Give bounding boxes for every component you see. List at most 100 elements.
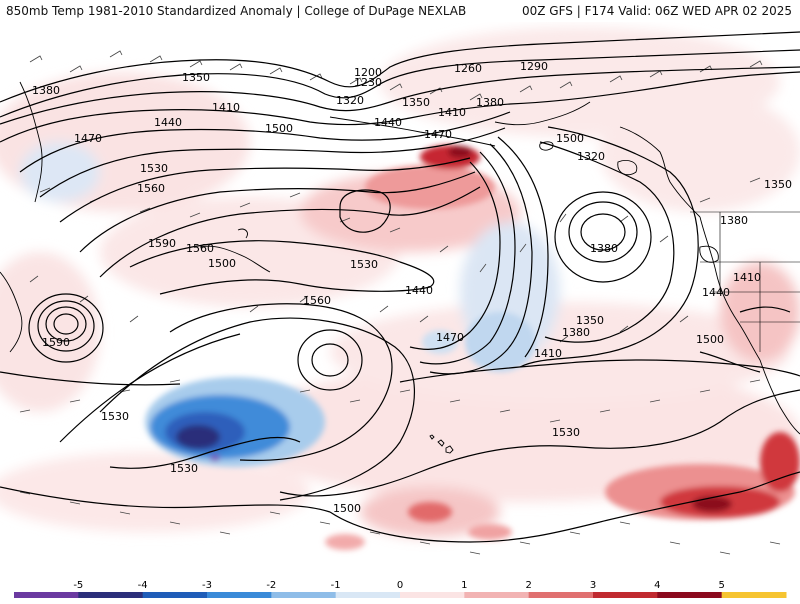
warm-anomaly-area	[325, 534, 365, 550]
cold-anomaly-area	[20, 142, 100, 202]
island-coast	[617, 160, 638, 176]
colorbar-swatch	[14, 592, 79, 598]
baja-coast	[759, 359, 800, 435]
colorbar-tick-label: 2	[525, 580, 531, 591]
contour-label: 1530	[140, 162, 168, 175]
map-title: 850mb Temp 1981-2010 Standardized Anomal…	[6, 4, 467, 18]
colorbar-tick-label: 3	[590, 580, 596, 591]
cold-anomaly-area	[465, 312, 535, 372]
wind-barb-row	[19, 491, 781, 555]
contour-label: 1530	[350, 258, 378, 271]
contour-line	[539, 141, 675, 343]
contour-label: 1560	[186, 242, 214, 255]
warm-anomaly-area	[0, 252, 100, 412]
contour-label: 1350	[402, 96, 430, 109]
warm-anomaly-core	[448, 146, 472, 158]
contour-line	[399, 359, 800, 383]
contour-line	[19, 111, 511, 173]
contour-line	[99, 317, 416, 501]
colorbar-swatch	[657, 592, 723, 598]
contour-closed	[45, 306, 87, 342]
warm-anomaly-area	[0, 452, 310, 532]
contour-closed	[28, 293, 104, 363]
contour-label: 1350	[764, 178, 792, 191]
contour-line	[739, 471, 800, 493]
contour-label: 1260	[454, 62, 482, 75]
colorbar-tick-label: 0	[397, 580, 403, 591]
contour-label: 1380	[32, 84, 60, 97]
aleutian-coast	[329, 116, 496, 147]
contour-label: 1440	[702, 286, 730, 299]
contour-closed	[297, 329, 363, 391]
colorbar-ticks: -5 -4 -3 -2 -1 0 1 2 3 4 5	[73, 580, 725, 591]
contour-label: 1560	[303, 294, 331, 307]
colorbar-swatch	[207, 592, 272, 598]
island-coast	[237, 228, 248, 239]
state-borders	[690, 211, 800, 352]
contour-label: 1470	[436, 331, 464, 344]
contour-line	[129, 240, 435, 295]
colorbar-swatches	[14, 592, 787, 598]
colorbar-svg: -5 -4 -3 -2 -1 0 1 2 3 4 5	[14, 580, 787, 598]
island-coast	[539, 141, 554, 151]
contour-line	[79, 171, 476, 253]
japan-coast	[0, 271, 23, 353]
title-bar: 850mb Temp 1981-2010 Standardized Anomal…	[0, 0, 800, 22]
contour-closed	[37, 300, 95, 352]
hawaii-island	[429, 434, 435, 440]
contour-line	[109, 436, 301, 469]
asia-coast	[19, 81, 43, 203]
contour-line	[169, 303, 393, 461]
contour-label: 1560	[137, 182, 165, 195]
colorbar-swatch	[335, 592, 401, 598]
us-west-coast	[699, 216, 761, 361]
cold-anomaly-core	[176, 425, 220, 449]
colorbar-tick-label: -4	[138, 580, 148, 591]
map-svg: 1350 1380 1410 1440 1470 1500 1530 1560 …	[0, 27, 800, 555]
contour-label: 1500	[265, 122, 293, 135]
colorbar-swatch	[721, 592, 787, 598]
contour-line	[699, 351, 761, 373]
contour-closed	[311, 343, 349, 377]
colorbar-swatch	[78, 592, 144, 598]
contour-line	[429, 143, 533, 375]
alaska-coast	[494, 101, 591, 126]
weather-map: 1350 1380 1410 1440 1470 1500 1530 1560 …	[0, 22, 800, 578]
warm-anomaly-core	[692, 496, 732, 512]
contour-label: 1530	[552, 426, 580, 439]
contour-label: 1440	[405, 284, 433, 297]
colorbar-swatch	[528, 592, 594, 598]
contour-line	[0, 49, 800, 118]
contour-label: 1350	[576, 314, 604, 327]
contour-label: 1380	[562, 326, 590, 339]
contour-label: 1410	[534, 347, 562, 360]
contour-label: 1410	[733, 271, 761, 284]
contour-label: 1500	[333, 502, 361, 515]
contour-line	[0, 31, 800, 103]
contour-label: 1350	[182, 71, 210, 84]
warm-anomaly-area	[468, 524, 512, 540]
colorbar-swatch	[593, 592, 658, 598]
colorbar-tick-label: -3	[202, 580, 212, 591]
contour-line	[0, 371, 181, 386]
wind-barb-row	[29, 275, 689, 343]
coastlines	[0, 81, 800, 454]
contour-line	[329, 511, 601, 543]
colorbar-swatch	[142, 592, 208, 598]
contour-closed	[580, 213, 626, 251]
contour-line	[0, 66, 800, 125]
contour-line	[0, 71, 800, 143]
contour-label: 1590	[148, 237, 176, 250]
contour-closed	[53, 313, 79, 335]
height-contours	[0, 31, 800, 543]
colorbar: -5 -4 -3 -2 -1 0 1 2 3 4 5	[0, 578, 800, 600]
contour-label: 1440	[154, 116, 182, 129]
contour-label: 1500	[208, 257, 236, 270]
contour-line	[99, 186, 481, 278]
wind-barb-row	[29, 50, 763, 101]
contour-line	[739, 306, 791, 313]
colorbar-tick-label: -5	[73, 580, 83, 591]
contour-label: 1380	[590, 242, 618, 255]
colorbar-tick-label: -2	[266, 580, 276, 591]
hawaii-island	[445, 445, 454, 454]
